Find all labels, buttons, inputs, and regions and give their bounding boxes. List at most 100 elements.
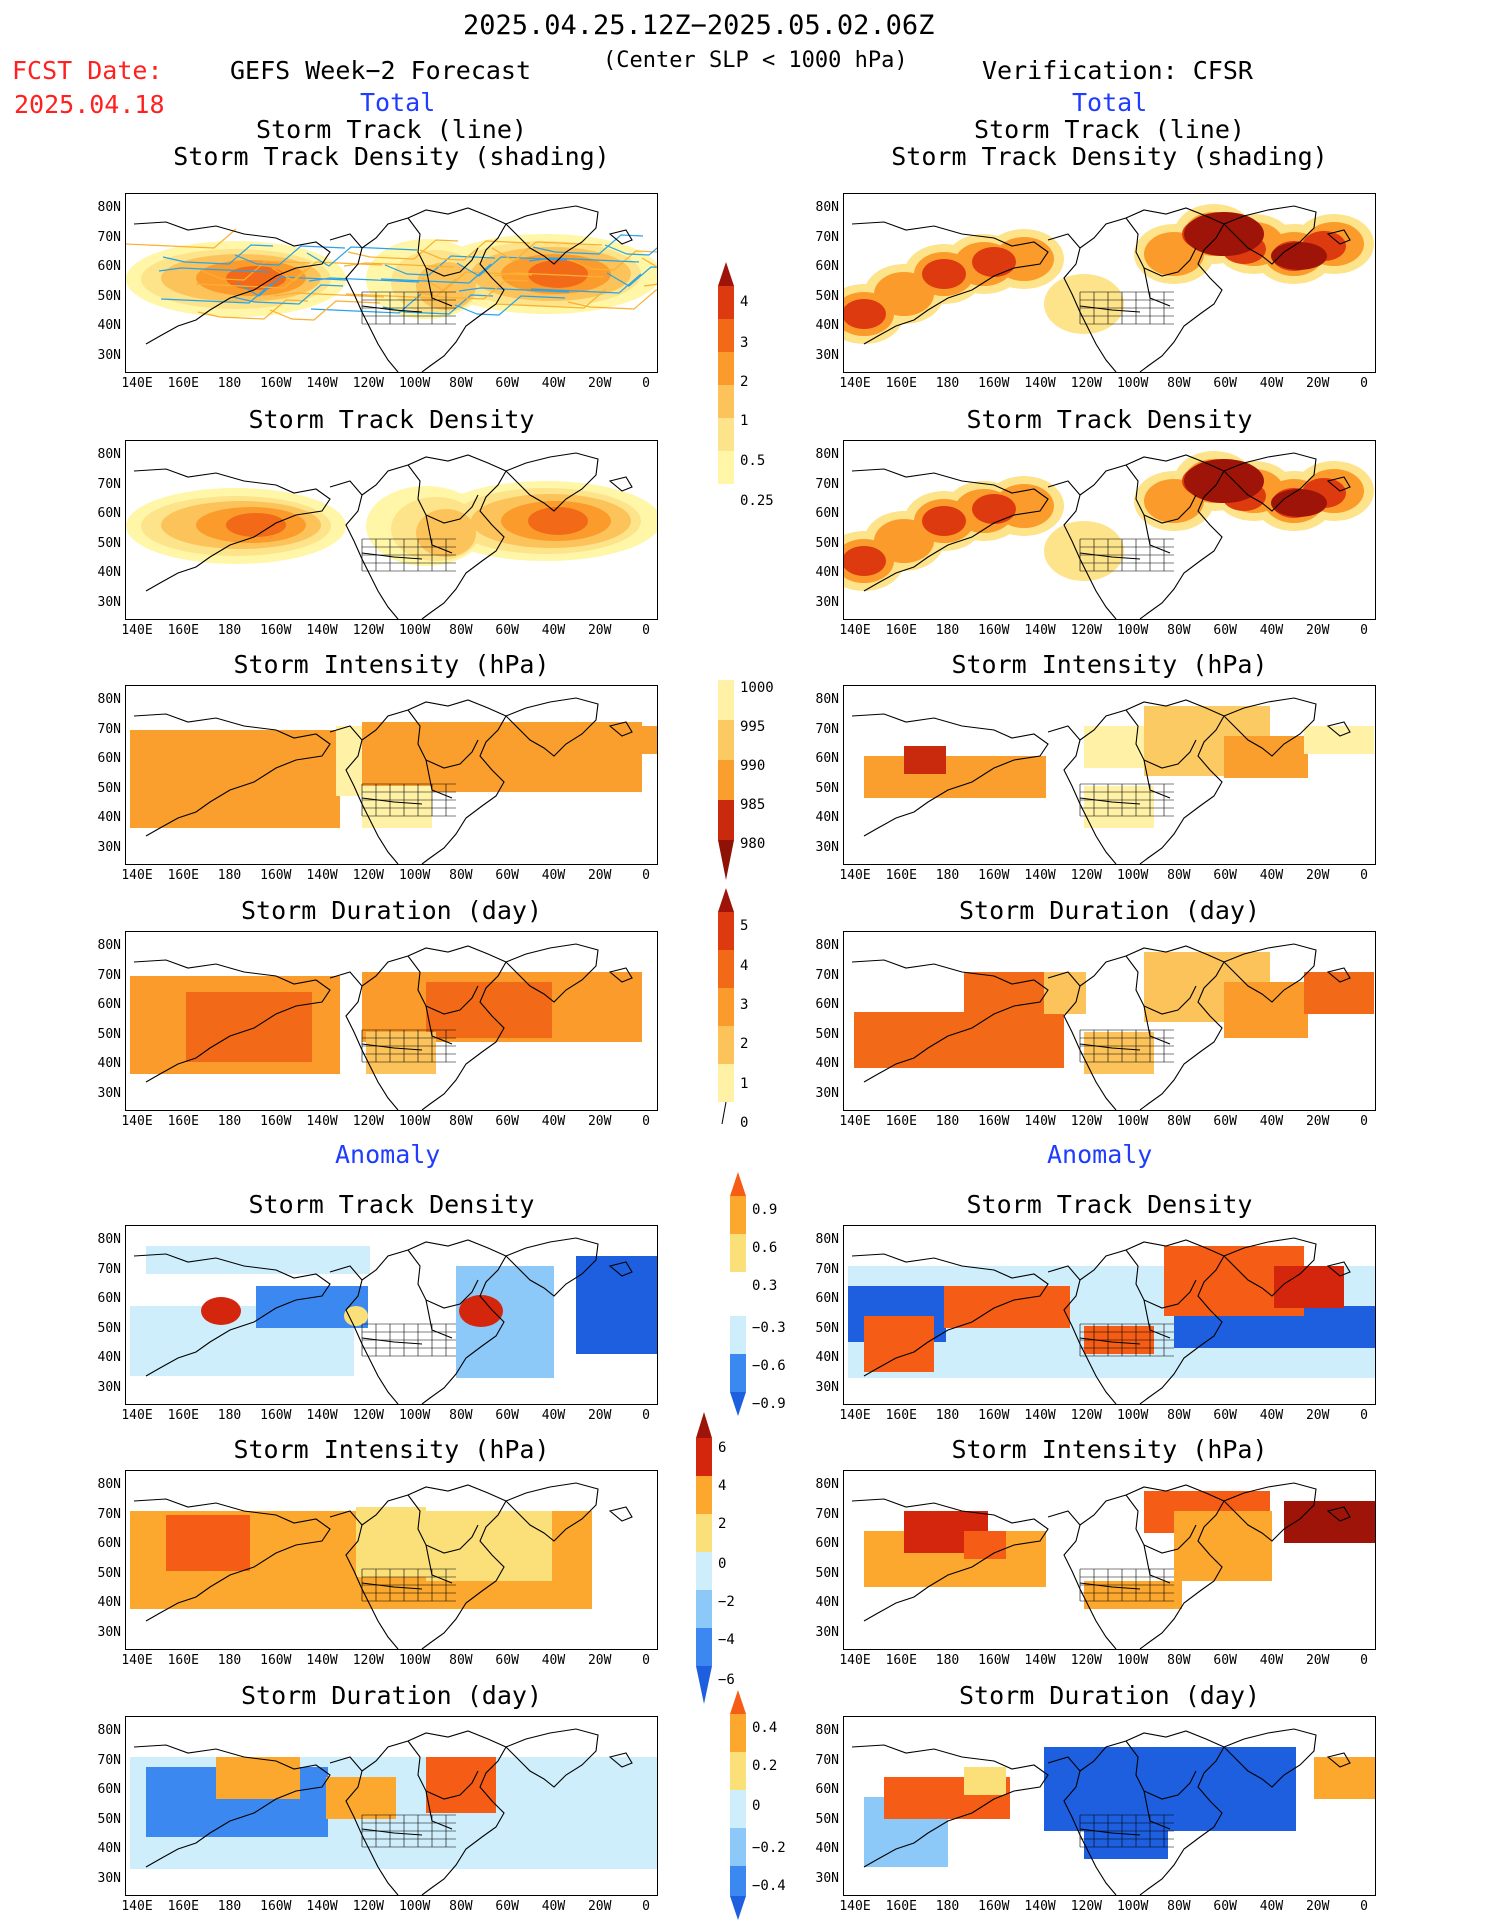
grid-cell xyxy=(972,1286,986,1300)
fcst-date-value: 2025.04.18 xyxy=(14,90,165,119)
grid-cell xyxy=(1128,1280,1142,1294)
grid-cell xyxy=(390,750,404,764)
grid-cell xyxy=(438,1855,452,1869)
grid-cell xyxy=(1170,1817,1184,1831)
grid-cell xyxy=(1312,1529,1326,1543)
grid-cell xyxy=(1328,1306,1342,1320)
lon-label: 160W xyxy=(978,1114,1010,1129)
grid-cell xyxy=(1072,1817,1086,1831)
grid-cell xyxy=(530,778,544,792)
panel-title: Storm Duration (day) xyxy=(240,1681,543,1710)
grid-cell xyxy=(1248,1302,1262,1316)
grid-cell xyxy=(160,1781,174,1795)
grid-cell xyxy=(1144,994,1158,1008)
grid-cell xyxy=(228,1006,242,1020)
grid-cell xyxy=(298,992,312,1006)
grid-cell xyxy=(1360,972,1374,986)
grid-cell xyxy=(382,1777,396,1791)
grid-cell xyxy=(1242,706,1256,720)
grid-cell xyxy=(522,1581,536,1595)
grid-cell xyxy=(200,744,214,758)
grid-cell xyxy=(878,1573,892,1587)
grid-cell xyxy=(1346,1000,1360,1014)
grid-cell xyxy=(440,1567,454,1581)
grid-cell xyxy=(228,1855,242,1869)
grid-cell xyxy=(586,1028,600,1042)
lon-label: 60W xyxy=(495,623,519,638)
grid-cell xyxy=(1058,1000,1072,1014)
grid-cell xyxy=(1262,1302,1276,1316)
grid-cell xyxy=(1072,972,1086,986)
grid-cell xyxy=(646,1256,657,1270)
grid-cell xyxy=(932,1539,946,1553)
grid-cell xyxy=(1240,1350,1254,1364)
grid-cell xyxy=(934,784,948,798)
lon-label: 120W xyxy=(352,1408,385,1423)
grid-cell xyxy=(314,1567,328,1581)
storm-track-line xyxy=(273,292,385,298)
lon-label: 20W xyxy=(1305,623,1330,638)
grid-cell xyxy=(270,786,284,800)
grid-cell xyxy=(550,1553,564,1567)
grid-cell xyxy=(172,990,186,1004)
grid-cell xyxy=(1186,706,1200,720)
grid-cell xyxy=(1342,1306,1356,1320)
grid-cell xyxy=(432,750,446,764)
grid-cell xyxy=(1352,1294,1366,1308)
lon-label: 20W xyxy=(587,1114,612,1129)
grid-cell xyxy=(1084,740,1098,754)
grid-cell xyxy=(370,1535,384,1549)
grid-cell xyxy=(1254,1817,1268,1831)
grid-cell xyxy=(284,786,298,800)
lat-label: 40N xyxy=(97,1056,121,1071)
lon-label: 0 xyxy=(1360,376,1368,391)
lat-label: 70N xyxy=(815,967,839,983)
grid-cell xyxy=(130,1813,144,1827)
anomaly-blob xyxy=(201,1297,241,1325)
grid-cell xyxy=(864,1531,878,1545)
grid-cell xyxy=(258,1260,272,1274)
grid-cell xyxy=(524,1525,538,1539)
grid-cell xyxy=(1280,1024,1294,1038)
grid-cell xyxy=(614,972,628,986)
grid-cell xyxy=(342,1567,356,1581)
grid-cell xyxy=(144,1581,158,1595)
grid-cell xyxy=(946,1266,960,1280)
grid-cell xyxy=(174,1809,188,1823)
grid-cell xyxy=(186,786,200,800)
grid-cell xyxy=(270,992,284,1006)
lat-label: 80N xyxy=(815,1723,839,1738)
grid-cell xyxy=(1298,1529,1312,1543)
lon-label: 120W xyxy=(1070,623,1103,638)
grid-cell xyxy=(496,1024,510,1038)
grid-cell xyxy=(1172,980,1186,994)
grid-cell xyxy=(538,982,552,996)
lon-label: 140W xyxy=(1024,1899,1056,1914)
grid-cell xyxy=(1370,1334,1375,1348)
lat-label: 40N xyxy=(97,810,121,825)
grid-cell xyxy=(1328,1771,1342,1785)
grid-cell xyxy=(1300,1320,1314,1334)
lon-label: 120W xyxy=(352,1899,385,1914)
grid-cell xyxy=(600,1014,614,1028)
density-blob xyxy=(922,259,966,289)
grid-cell xyxy=(920,1839,934,1853)
grid-cell xyxy=(410,1581,424,1595)
grid-cell xyxy=(1018,756,1032,770)
grid-cell xyxy=(1338,1350,1352,1364)
grid-cell xyxy=(130,1525,144,1539)
grid-cell xyxy=(144,1334,158,1348)
grid-cell xyxy=(1188,1525,1202,1539)
grid-cell xyxy=(488,750,502,764)
grid-cell xyxy=(188,1260,202,1274)
grid-cell xyxy=(256,1300,270,1314)
grid-cell xyxy=(550,1595,564,1609)
grid-cell xyxy=(906,1825,920,1839)
grid-cell xyxy=(158,1046,172,1060)
lon-label: 120W xyxy=(1070,1408,1103,1423)
lon-label: 60W xyxy=(1213,1114,1237,1129)
grid-cell xyxy=(918,1300,932,1314)
grid-cell xyxy=(1174,1553,1188,1567)
grid-cell xyxy=(1144,952,1158,966)
grid-cell xyxy=(590,1298,604,1312)
